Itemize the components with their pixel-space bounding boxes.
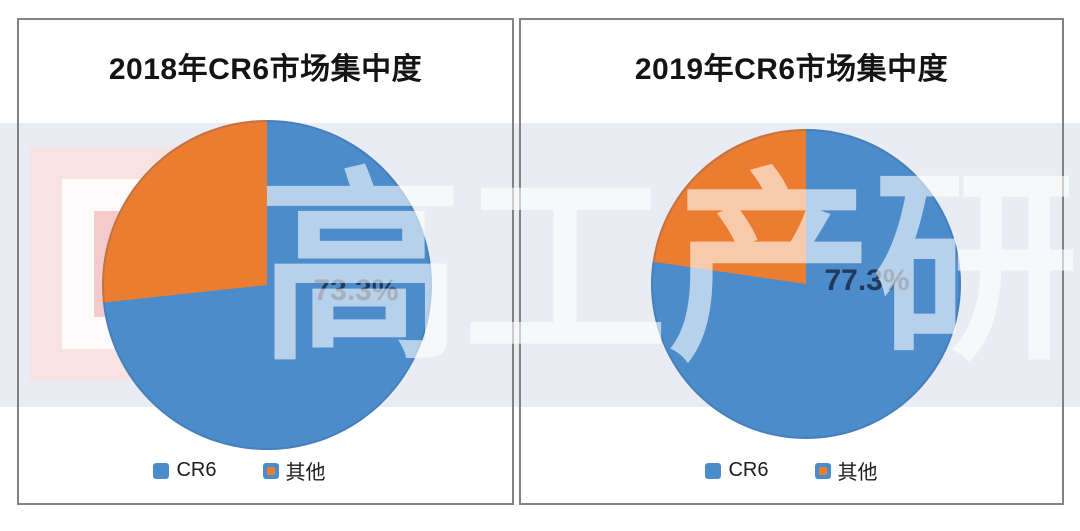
other-swatch-icon: [814, 462, 831, 479]
other-swatch-dot-icon: [818, 466, 827, 475]
other-swatch-dot-icon: [266, 466, 275, 475]
chart-title-2018: 2018年CR6市场集中度: [108, 53, 423, 86]
chart-panel-2018: 2018年CR6市场集中度 73.3% CR6 其他: [17, 18, 514, 505]
other-swatch-icon: [262, 462, 279, 479]
chart-panel-2019: 2019年CR6市场集中度 77.3% CR6 其他: [519, 18, 1064, 505]
legend-label-other: 其他: [837, 462, 878, 484]
cr6-swatch-icon: [705, 462, 722, 479]
legend-item-cr6: CR6: [153, 459, 217, 482]
legend-item-other: 其他: [814, 456, 878, 485]
pie-chart-2018: [102, 120, 432, 450]
data-label-2018: 73.3%: [313, 274, 399, 307]
chart-title-2019: 2019年CR6市场集中度: [634, 53, 949, 86]
legend-label-cr6: CR6: [728, 459, 769, 481]
pie-chart-2019: [651, 129, 961, 439]
data-label-2019: 77.3%: [824, 264, 910, 297]
legend-label-other: 其他: [285, 462, 326, 484]
legend-2018: CR6 其他: [0, 456, 486, 485]
legend-item-other: 其他: [262, 456, 326, 485]
cr6-swatch-icon: [153, 462, 170, 479]
legend-2019: CR6 其他: [521, 456, 1062, 485]
legend-label-cr6: CR6: [176, 459, 217, 481]
legend-item-cr6: CR6: [705, 459, 769, 482]
